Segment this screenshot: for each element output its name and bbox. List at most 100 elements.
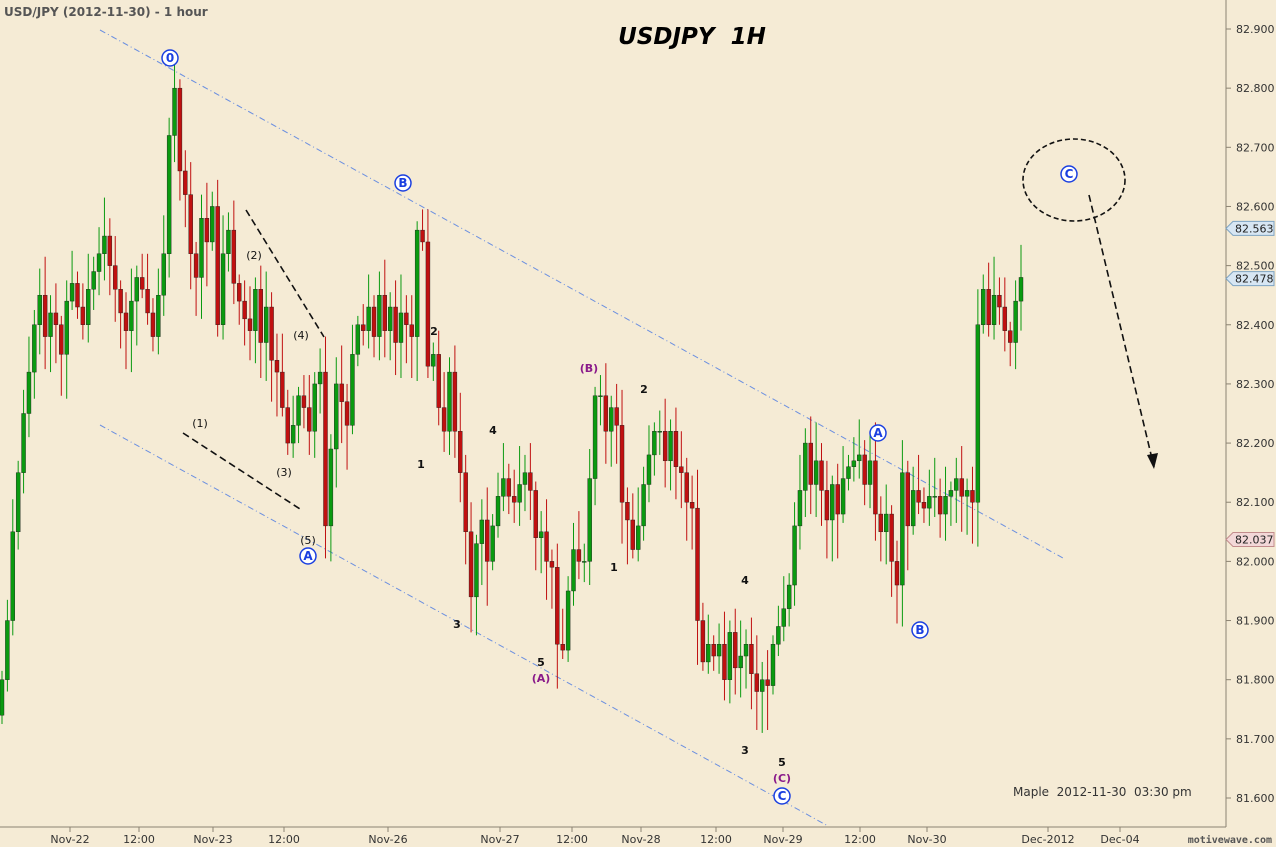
candle-body[interactable] — [118, 289, 123, 314]
candle-body[interactable] — [323, 371, 328, 527]
candle-body[interactable] — [263, 306, 269, 343]
candle-body[interactable] — [662, 431, 668, 462]
candle-body[interactable] — [420, 229, 425, 243]
candle-body[interactable] — [932, 496, 937, 498]
candle-body[interactable] — [760, 679, 765, 692]
candle-body[interactable] — [5, 620, 10, 680]
candle-body[interactable] — [830, 484, 835, 521]
candle-body[interactable] — [10, 531, 15, 621]
candle-body[interactable] — [474, 543, 479, 598]
candle-body[interactable] — [355, 324, 361, 355]
candle-body[interactable] — [21, 413, 26, 473]
candle-body[interactable] — [722, 644, 727, 680]
candle-body[interactable] — [1018, 277, 1024, 302]
candle-body[interactable] — [544, 531, 549, 562]
candle-body[interactable] — [528, 472, 533, 491]
candle-body[interactable] — [927, 496, 932, 509]
candle-body[interactable] — [538, 531, 544, 538]
candle-body[interactable] — [215, 206, 220, 325]
candle-body[interactable] — [884, 513, 889, 533]
candle-body[interactable] — [851, 460, 857, 467]
candle-body[interactable] — [619, 425, 625, 503]
candle-body[interactable] — [689, 502, 695, 509]
candle-body[interactable] — [274, 360, 280, 373]
candle-body[interactable] — [1008, 330, 1013, 343]
candle-body[interactable] — [770, 644, 776, 686]
candle-body[interactable] — [706, 644, 711, 663]
candle-body[interactable] — [0, 679, 5, 716]
candle-body[interactable] — [522, 472, 528, 485]
candle-body[interactable] — [80, 306, 86, 325]
candle-body[interactable] — [733, 632, 738, 669]
candle-body[interactable] — [468, 531, 474, 598]
candle-body[interactable] — [781, 608, 786, 627]
candle-body[interactable] — [835, 484, 840, 515]
candle-body[interactable] — [490, 525, 495, 562]
candle-body[interactable] — [48, 312, 53, 337]
candle-body[interactable] — [636, 525, 641, 550]
candle-body[interactable] — [765, 679, 770, 686]
candle-body[interactable] — [479, 519, 485, 544]
candle-body[interactable] — [134, 277, 139, 302]
candle-body[interactable] — [290, 425, 296, 444]
candle-body[interactable] — [975, 324, 981, 503]
candle-body[interactable] — [981, 289, 986, 325]
candle-body[interactable] — [776, 626, 781, 645]
candle-body[interactable] — [247, 318, 253, 331]
candle-body[interactable] — [808, 442, 813, 485]
candle-body[interactable] — [75, 283, 80, 308]
candle-body[interactable] — [819, 460, 824, 491]
candle-body[interactable] — [533, 490, 538, 538]
candle-body[interactable] — [873, 460, 878, 515]
candle-body[interactable] — [123, 312, 129, 331]
candle-body[interactable] — [69, 283, 75, 302]
candle-body[interactable] — [598, 395, 603, 397]
candle-body[interactable] — [42, 294, 48, 337]
candle-body[interactable] — [156, 294, 161, 337]
candle-body[interactable] — [26, 371, 32, 414]
candle-body[interactable] — [625, 502, 630, 521]
candle-body[interactable] — [1002, 306, 1008, 331]
candle-body[interactable] — [441, 407, 447, 432]
candle-body[interactable] — [280, 371, 285, 408]
candle-body[interactable] — [139, 277, 145, 290]
candle-body[interactable] — [862, 454, 867, 485]
candle-body[interactable] — [582, 561, 587, 563]
candle-body[interactable] — [113, 265, 118, 290]
candle-body[interactable] — [452, 371, 458, 432]
candle-body[interactable] — [609, 407, 614, 432]
candle-body[interactable] — [183, 170, 188, 195]
candle-body[interactable] — [576, 549, 582, 562]
candle-body[interactable] — [592, 395, 598, 479]
candle-body[interactable] — [458, 431, 463, 473]
candle-body[interactable] — [695, 507, 700, 621]
candle-body[interactable] — [285, 407, 290, 444]
candle-body[interactable] — [129, 300, 134, 331]
candle-body[interactable] — [312, 383, 317, 432]
candle-body[interactable] — [905, 472, 910, 527]
candle-body[interactable] — [749, 644, 754, 674]
candle-body[interactable] — [792, 525, 797, 586]
candle-body[interactable] — [436, 354, 441, 408]
candle-body[interactable] — [943, 496, 948, 515]
candle-body[interactable] — [916, 490, 921, 503]
candle-body[interactable] — [641, 484, 646, 527]
candle-body[interactable] — [91, 271, 96, 290]
candle-body[interactable] — [743, 644, 749, 657]
candle-body[interactable] — [296, 395, 301, 426]
candle-body[interactable] — [231, 229, 237, 284]
candle-body[interactable] — [193, 253, 199, 278]
candle-body[interactable] — [1013, 300, 1018, 343]
candle-body[interactable] — [954, 478, 959, 491]
candle-body[interactable] — [145, 289, 150, 314]
candle-body[interactable] — [937, 496, 943, 515]
candle-body[interactable] — [657, 431, 662, 433]
candle-body[interactable] — [560, 644, 565, 651]
candle-body[interactable] — [921, 502, 927, 509]
candle-body[interactable] — [614, 407, 619, 426]
candle-body[interactable] — [673, 431, 679, 467]
candle-body[interactable] — [107, 235, 113, 266]
candle-body[interactable] — [603, 395, 609, 432]
candle-body[interactable] — [258, 289, 263, 343]
